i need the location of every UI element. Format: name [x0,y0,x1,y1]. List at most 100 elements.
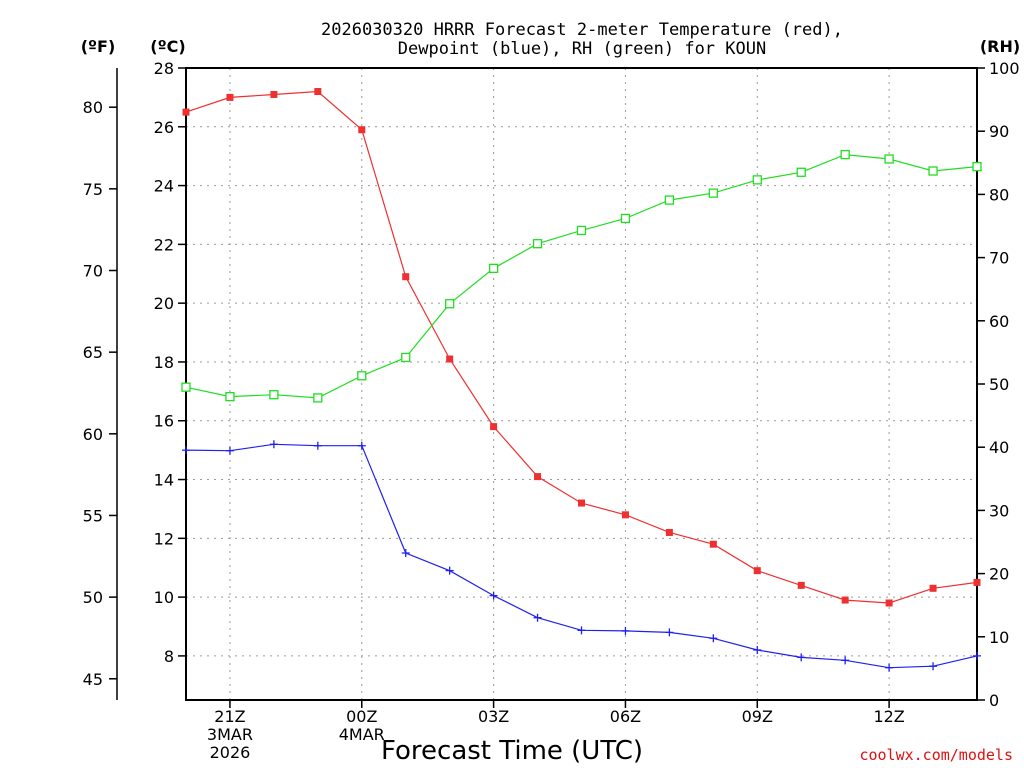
fahrenheit-tick-label: 70 [83,262,103,281]
temperature-point [182,108,190,116]
dewpoint-point [753,646,762,655]
dewpoint-point [797,653,806,662]
chart-axes: 8 10 12 14 16 18 20 22 24 26 28 45 50 55 60 65 70 75 80 0 10… [83,59,1020,762]
temperature-point [665,528,673,536]
dewpoint-point [489,591,498,600]
labels-layer: 2026030320 HRRR Forecast 2-meter Tempera… [81,20,1020,766]
fahrenheit-tick-label: 45 [83,670,103,689]
dewpoint-point [401,549,410,558]
rh-point [928,166,938,176]
rh-point [313,393,323,403]
rh-point [532,239,543,249]
dewpoint-point [621,626,630,635]
temperature-point [797,581,805,589]
celsius-unit-label: (ºC) [150,37,185,56]
temperature-point [358,126,366,134]
celsius-tick-label: 8 [164,647,174,666]
temperature-series-line [185,90,978,604]
fahrenheit-tick-label: 65 [83,343,103,362]
rh-tick-label: 100 [989,59,1020,78]
temperature-point [929,584,937,592]
celsius-tick-label: 24 [154,177,174,196]
dewpoint-point [225,446,234,455]
temperature-point [490,423,498,431]
x-tick-label: 21Z [214,707,245,726]
celsius-tick-label: 28 [154,59,174,78]
dewpoint-point [445,566,454,575]
rh-point [576,225,587,236]
rh-tick-label: 80 [989,185,1009,204]
rh-point [620,213,631,224]
dewpoint-point [665,628,674,637]
temperature-point [226,93,234,101]
plot-frame [185,67,978,701]
celsius-tick-label: 20 [154,294,174,313]
celsius-tick-label: 14 [154,471,174,490]
rh-point [752,175,762,185]
rh-tick-label: 50 [989,375,1009,394]
temperature-point [270,90,278,98]
x-axis-label: Forecast Time (UTC) [381,736,643,766]
dewpoint-point [577,626,586,635]
chart-title-line2: Dewpoint (blue), RH (green) for KOUN [398,39,766,59]
dewpoint-point [357,441,366,450]
rh-tick-label: 70 [989,249,1009,268]
rh-tick-label: 90 [989,122,1009,141]
x-tick-label: 03Z [478,707,509,726]
rh-tick-label: 0 [989,691,999,710]
rh-series-line [185,153,978,399]
fahrenheit-tick-label: 50 [83,588,103,607]
temperature-point [402,273,410,281]
celsius-tick-label: 10 [154,588,174,607]
chart-title-line1: 2026030320 HRRR Forecast 2-meter Tempera… [321,20,843,40]
x-tick-label: 09Z [742,707,773,726]
temperature-point [753,567,761,575]
rh-point [796,167,806,177]
celsius-tick-label: 16 [154,412,174,431]
rh-point [840,149,850,160]
rh-point [664,195,675,205]
rh-point [357,371,367,381]
temperature-point [534,473,542,481]
rh-point [445,299,455,309]
temperature-point [621,511,629,519]
rh-tick-label: 20 [989,565,1009,584]
temperature-point [314,88,322,96]
rh-point [972,161,982,172]
rh-point [181,382,191,392]
rh-point [488,263,499,273]
x-tick-date-label: 4MAR [339,725,385,744]
rh-tick-label: 30 [989,501,1009,520]
fahrenheit-tick-label: 55 [83,506,103,525]
rh-tick-label: 40 [989,438,1009,457]
grid-lines [186,67,977,700]
source-credit: coolwx.com/models [859,746,1013,764]
x-tick-label: 00Z [346,707,377,726]
dewpoint-point [885,663,894,672]
dewpoint-point [313,441,322,450]
x-tick-year-label: 2026 [210,743,251,762]
fahrenheit-unit-label: (ºF) [81,37,116,56]
x-tick-date-label: 3MAR [207,725,253,744]
rh-tick-label: 10 [989,628,1009,647]
temperature-point [973,578,981,586]
rh-point [225,391,235,402]
rh-point [708,188,718,198]
dewpoint-point [973,651,981,660]
temperature-point [885,599,893,607]
celsius-tick-label: 12 [154,529,174,548]
temperature-point [841,596,849,604]
fahrenheit-tick-label: 80 [83,98,103,117]
dewpoint-point [709,634,718,643]
x-tick-label: 06Z [610,707,641,726]
x-tick-label: 12Z [873,707,904,726]
fahrenheit-tick-label: 75 [83,180,103,199]
dewpoint-point [841,656,850,665]
dewpoint-point [269,440,278,449]
dewpoint-point [182,446,190,455]
temperature-point [446,355,454,363]
series-layer [181,88,982,672]
rh-point [269,390,279,400]
temperature-point [578,499,585,507]
